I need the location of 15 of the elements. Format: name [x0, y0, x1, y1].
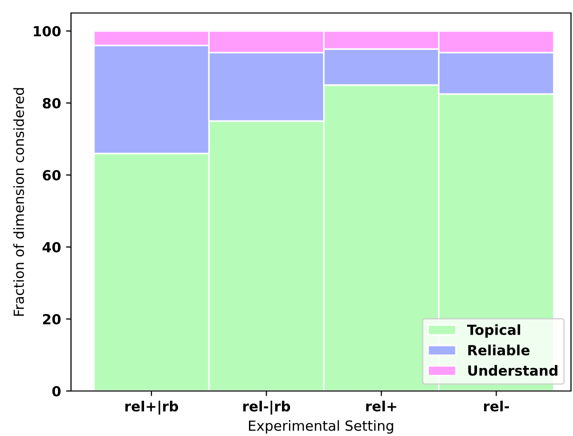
- y-tick-label: 40: [42, 242, 61, 252]
- y-tick-label: 0: [52, 386, 61, 396]
- y-axis-title: Fraction of dimension considered: [13, 88, 24, 316]
- x-tick-label: rel-: [484, 400, 509, 412]
- y-tick-label: 80: [42, 98, 61, 108]
- x-tick-label: rel-|rb: [243, 400, 290, 415]
- legend-label: Understand: [468, 365, 558, 376]
- y-tick-label: 100: [34, 26, 61, 36]
- x-axis-title: Experimental Setting: [248, 420, 394, 434]
- legend-label: Reliable: [468, 344, 530, 356]
- legend-label: Topical: [467, 324, 520, 338]
- x-tick-label: rel+|rb: [125, 400, 178, 415]
- y-tick-label: 20: [43, 314, 61, 324]
- y-tick-label: 60: [42, 170, 61, 180]
- x-tick-label: rel+: [366, 400, 396, 412]
